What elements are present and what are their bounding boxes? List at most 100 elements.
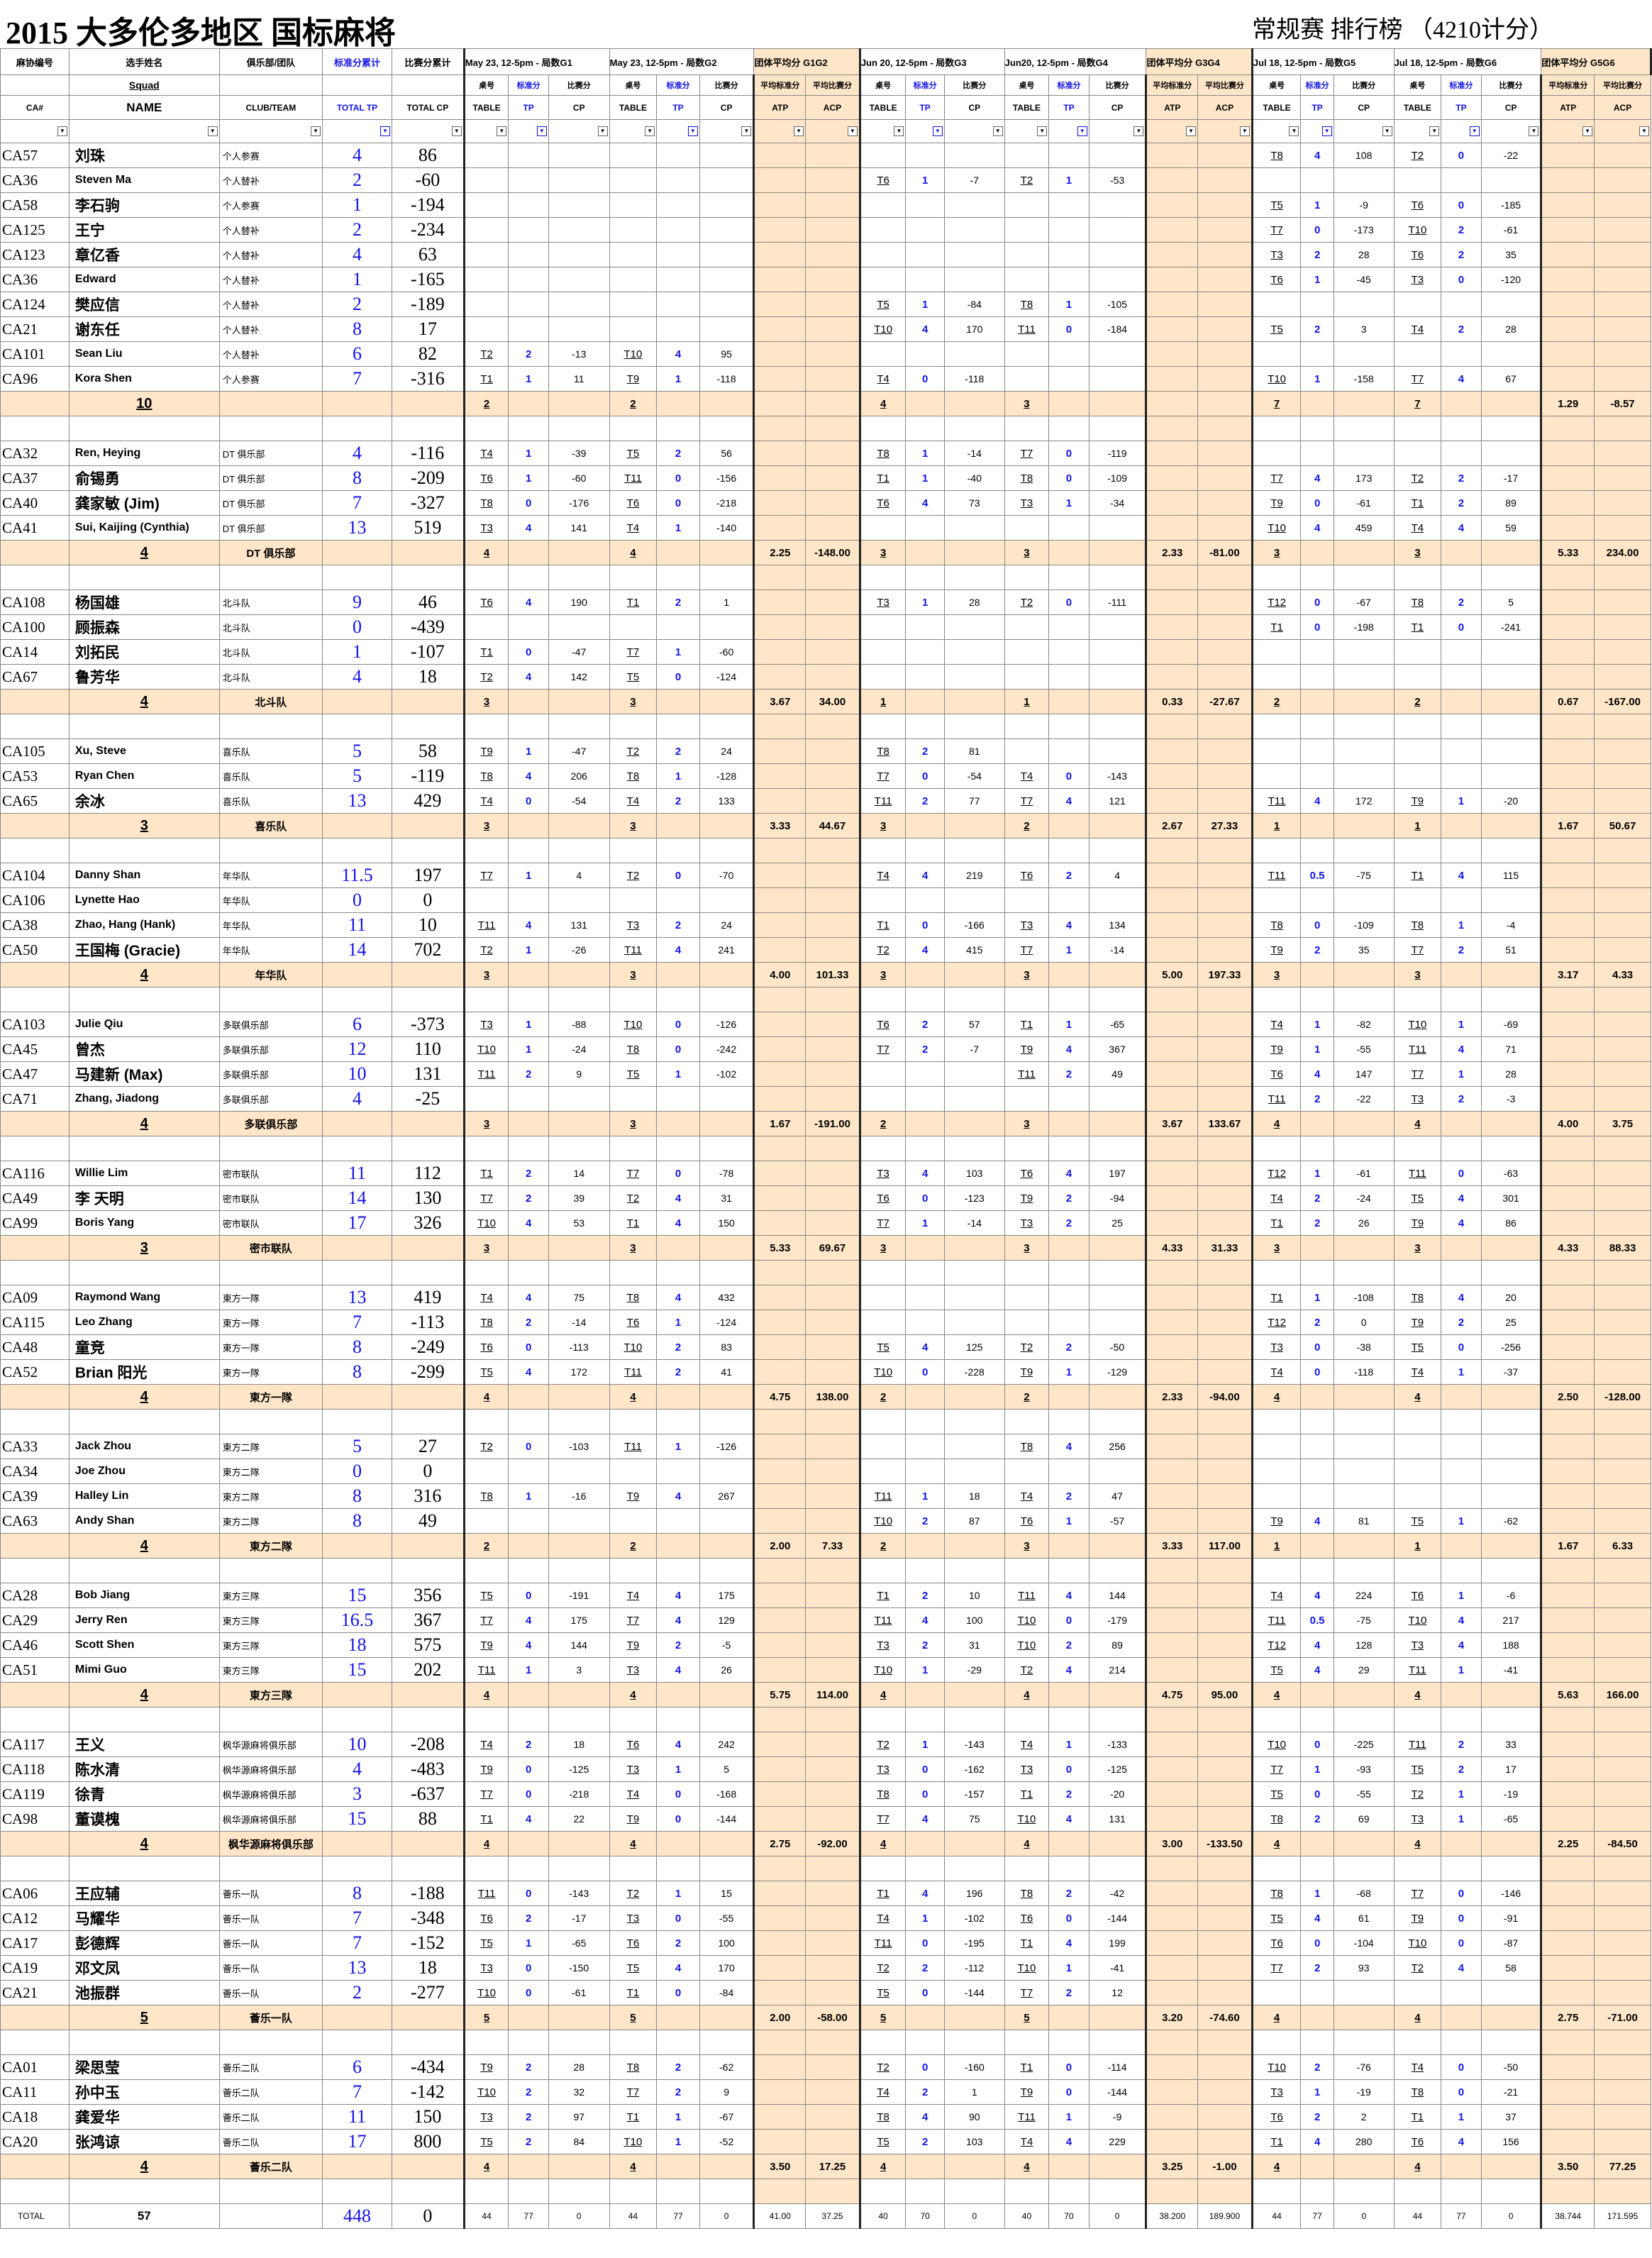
dropdown-arrow-icon[interactable]: ▼ xyxy=(597,126,608,136)
empty-cell xyxy=(753,714,806,739)
dropdown-arrow-icon[interactable]: ▼ xyxy=(1582,126,1593,136)
cell xyxy=(1004,366,1050,392)
total-cell: 189.900 xyxy=(1197,2203,1253,2229)
cell: 1 xyxy=(1048,1012,1090,1037)
cell: 219 xyxy=(943,863,1005,888)
cell xyxy=(943,1310,1005,1335)
cell xyxy=(1541,912,1595,938)
cell: 0 xyxy=(905,1930,945,1956)
summary-cell: 4.00 xyxy=(1541,1111,1595,1136)
cell: 2 xyxy=(905,2079,945,2105)
player-id: CA99 xyxy=(0,1210,70,1236)
cell: 0 xyxy=(1441,1334,1482,1360)
header-subcell: 标准分 xyxy=(905,74,945,96)
cell xyxy=(1197,341,1253,367)
summary-cell xyxy=(1480,2154,1543,2179)
summary-cell xyxy=(1048,391,1090,416)
dropdown-arrow-icon[interactable]: ▼ xyxy=(536,126,547,136)
cell: T3 xyxy=(1004,1756,1050,1782)
dropdown-arrow-icon[interactable]: ▼ xyxy=(1239,126,1250,136)
dropdown-arrow-icon[interactable]: ▼ xyxy=(1429,126,1440,136)
summary-cell: 50.67 xyxy=(1594,813,1651,839)
dropdown-arrow-icon[interactable]: ▼ xyxy=(687,126,698,136)
empty-cell xyxy=(68,1260,220,1285)
cell: 0 xyxy=(1300,490,1334,516)
dropdown-arrow-icon[interactable]: ▼ xyxy=(645,126,655,136)
filter-cell: ▼ xyxy=(0,119,70,143)
dropdown-arrow-icon[interactable]: ▼ xyxy=(1321,126,1332,136)
dropdown-arrow-icon[interactable]: ▼ xyxy=(894,126,904,136)
cell: 1 xyxy=(508,441,549,466)
team-summary-row: 10 2 2 4 3 7 7 1.29 -8.57 xyxy=(0,391,1651,416)
summary-cell xyxy=(0,1533,70,1559)
cell: T3 xyxy=(1393,1632,1442,1658)
cell: 103 xyxy=(943,2129,1005,2154)
empty-cell xyxy=(1048,1260,1090,1285)
dropdown-arrow-icon[interactable]: ▼ xyxy=(1529,126,1539,136)
empty-cell xyxy=(905,714,945,739)
cell xyxy=(1197,1781,1253,1807)
dropdown-arrow-icon[interactable]: ▼ xyxy=(207,126,218,136)
dropdown-arrow-icon[interactable]: ▼ xyxy=(1382,126,1392,136)
cell xyxy=(905,1459,945,1484)
summary-cell: 138.00 xyxy=(805,1384,861,1410)
cell xyxy=(805,1334,861,1360)
dropdown-arrow-icon[interactable]: ▼ xyxy=(311,126,321,136)
cell xyxy=(1146,1061,1199,1087)
dropdown-arrow-icon[interactable]: ▼ xyxy=(497,126,507,136)
dropdown-arrow-icon[interactable]: ▼ xyxy=(1077,126,1087,136)
dropdown-arrow-icon[interactable]: ▼ xyxy=(992,126,1003,136)
cell xyxy=(1197,1632,1253,1658)
cell xyxy=(1197,441,1253,466)
cell xyxy=(508,192,549,218)
dropdown-arrow-icon[interactable]: ▼ xyxy=(1186,126,1197,136)
dropdown-arrow-icon[interactable]: ▼ xyxy=(847,126,858,136)
dropdown-arrow-icon[interactable]: ▼ xyxy=(1469,126,1480,136)
cell: 100 xyxy=(943,1607,1005,1633)
dropdown-arrow-icon[interactable]: ▼ xyxy=(451,126,462,136)
summary-cell xyxy=(1088,2154,1148,2179)
player-id: CA09 xyxy=(0,1285,70,1310)
dropdown-arrow-icon[interactable]: ▼ xyxy=(57,126,67,136)
cell xyxy=(943,515,1005,541)
empty-cell xyxy=(0,1707,70,1732)
empty-cell xyxy=(218,987,323,1012)
cell xyxy=(805,1632,861,1658)
dropdown-arrow-icon[interactable]: ▼ xyxy=(1037,126,1048,136)
summary-cell xyxy=(1048,813,1090,839)
cell: -84 xyxy=(699,1980,755,2005)
dropdown-arrow-icon[interactable]: ▼ xyxy=(1133,126,1144,136)
dropdown-arrow-icon[interactable]: ▼ xyxy=(932,126,943,136)
player-row: CA58 李石驹 个人参赛 1 -194 T5 1 -9 T6 0 -185 xyxy=(0,192,1651,218)
player-row: CA39 Halley Lin 東方二隊 8 316 T8 1 -16 T9 4 267 T11 1 18… xyxy=(0,1483,1651,1509)
dropdown-arrow-icon[interactable]: ▼ xyxy=(1289,126,1299,136)
cell: 1 xyxy=(508,863,549,888)
dropdown-arrow-icon[interactable]: ▼ xyxy=(741,126,752,136)
total-cp: 0 xyxy=(391,887,465,913)
summary-cell xyxy=(508,1533,549,1559)
cell xyxy=(1441,167,1482,193)
empty-cell xyxy=(1300,2030,1334,2055)
cell xyxy=(805,937,861,963)
dropdown-arrow-icon[interactable]: ▼ xyxy=(1639,126,1649,136)
cell: T5 xyxy=(463,2129,509,2154)
cell xyxy=(1541,2079,1595,2105)
player-club: 喜乐队 xyxy=(218,738,323,764)
cell xyxy=(1541,738,1595,764)
summary-cell xyxy=(1300,1831,1334,1856)
cell: T5 xyxy=(609,441,658,466)
player-name: Ren, Heying xyxy=(68,441,220,466)
cell xyxy=(1197,788,1253,814)
summary-cell: 4 xyxy=(609,1384,658,1410)
player-id: CA106 xyxy=(0,887,70,913)
cell xyxy=(463,1086,509,1112)
dropdown-arrow-icon[interactable]: ▼ xyxy=(379,126,390,136)
cell: 2 xyxy=(1300,2054,1334,2080)
cell: 89 xyxy=(1088,1632,1148,1658)
team-name: 東方一隊 xyxy=(218,1384,323,1410)
cell: -55 xyxy=(699,1905,755,1931)
cell xyxy=(1480,1459,1543,1484)
header-encell: TABLE xyxy=(1004,95,1050,120)
dropdown-arrow-icon[interactable]: ▼ xyxy=(794,126,804,136)
summary-cell: 3 xyxy=(1251,962,1302,987)
